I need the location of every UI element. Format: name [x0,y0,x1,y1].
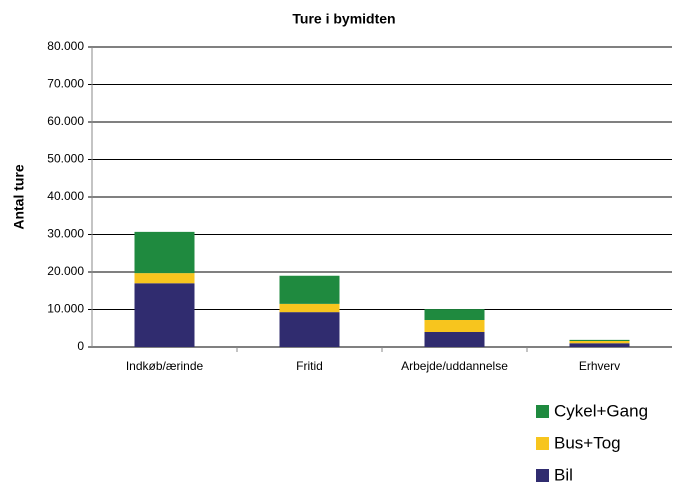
legend-label: Bil [554,465,573,484]
legend-swatch [536,437,549,450]
x-tick-label: Erhverv [579,359,620,373]
bar-segment [279,275,340,304]
x-tick-label: Indkøb/ærinde [126,359,204,373]
y-tick-label: 40.000 [47,189,84,203]
bar-segment [424,332,485,347]
x-tick-label: Fritid [296,359,323,373]
y-axis-label: Antal ture [11,164,27,230]
y-tick-label: 80.000 [47,39,84,53]
bar-segment [279,312,340,347]
bar-segment [134,231,195,274]
x-tick-label: Arbejde/uddannelse [401,359,508,373]
bar-segment [569,343,630,347]
legend-swatch [536,469,549,482]
y-tick-label: 0 [77,339,84,353]
bar-segment [424,309,485,320]
bar-segment [134,283,195,347]
chart-title: Ture i bymidten [292,11,395,27]
y-tick-label: 60.000 [47,114,84,128]
y-tick-label: 20.000 [47,264,84,278]
bar-segment [279,303,340,313]
legend-label: Cykel+Gang [554,401,648,420]
bar-segment [569,341,630,344]
y-tick-label: 30.000 [47,227,84,241]
y-tick-label: 50.000 [47,152,84,166]
bar-segment [424,320,485,332]
legend-swatch [536,405,549,418]
y-tick-label: 70.000 [47,77,84,91]
bar-segment [569,339,630,341]
bar-segment [134,273,195,284]
y-tick-label: 10.000 [47,302,84,316]
legend-label: Bus+Tog [554,433,621,452]
